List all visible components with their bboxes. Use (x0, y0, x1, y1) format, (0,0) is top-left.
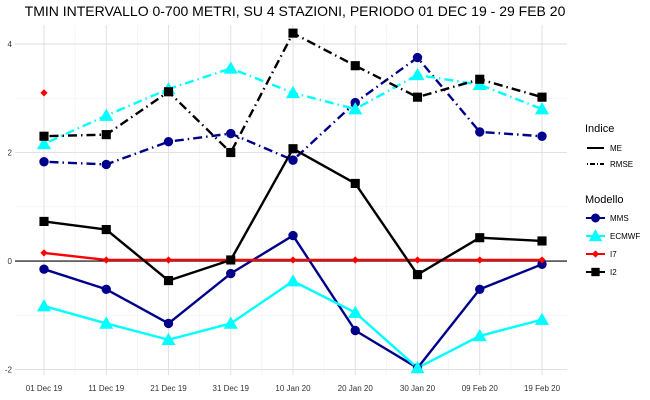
point-ecmwf-me (223, 316, 238, 329)
legend-label-i7: I7 (610, 250, 617, 259)
point-i7-me (40, 249, 48, 257)
x-tick-label: 20 Jan 20 (338, 384, 374, 393)
y-tick-label: 4 (8, 40, 13, 49)
point-mms-rmse (412, 52, 423, 63)
point-i2-me (350, 178, 360, 189)
y-tick-label: 0 (8, 257, 13, 266)
point-ecmwf-rmse (534, 102, 550, 115)
marker-layer (36, 28, 550, 374)
point-i2-rmse (475, 74, 485, 84)
x-tick-label: 30 Jan 20 (400, 384, 436, 393)
x-tick-label: 11 Dec 19 (88, 384, 124, 393)
point-i2-rmse (226, 147, 236, 158)
point-i7-rmse (40, 89, 48, 97)
y-tick-label: 2 (8, 149, 13, 158)
y-tick-labels: -2 0 2 4 (5, 40, 13, 375)
point-i2-rmse (288, 28, 298, 38)
legend-label-mms: MMS (610, 214, 629, 223)
point-ecmwf-rmse (223, 61, 238, 74)
point-mms-rmse (475, 127, 485, 137)
legend-key-marker-ecmwf (588, 229, 603, 242)
point-mms-rmse (101, 159, 111, 170)
legend-label-me: ME (610, 144, 622, 153)
point-i7-me (538, 256, 546, 264)
point-ecmwf-rmse (348, 102, 363, 115)
legend-key-marker-i7 (591, 250, 600, 258)
point-i7-me (476, 256, 484, 264)
chart-title: TMIN INTERVALLO 0-700 METRI, SU 4 STAZIO… (25, 3, 566, 19)
point-i2-me (101, 225, 111, 235)
legend-label-ecmwf: ECMWF (610, 232, 640, 241)
point-i2-rmse (412, 92, 423, 102)
point-mms-me (163, 318, 174, 329)
point-ecmwf-rmse (36, 136, 52, 150)
point-mms-me (39, 264, 49, 274)
point-ecmwf-rmse (99, 108, 114, 121)
point-ecmwf-me (161, 332, 176, 345)
point-ecmwf-me (285, 274, 301, 287)
point-i7-me (102, 256, 110, 264)
point-mms-me (226, 268, 236, 279)
point-i7-me (289, 256, 297, 264)
x-tick-label: 10 Jan 20 (275, 384, 311, 393)
point-ecmwf-me (99, 316, 114, 329)
point-ecmwf-rmse (285, 85, 301, 99)
point-i2-rmse (163, 87, 174, 97)
legend-title-indice: Indice (585, 123, 614, 135)
point-ecmwf-rmse (410, 67, 425, 81)
point-i2-me (412, 270, 423, 280)
point-ecmwf-me (348, 305, 363, 318)
x-tick-label: 31 Dec 19 (213, 384, 250, 393)
point-mms-rmse (39, 157, 49, 167)
legend-key-marker-mms (590, 213, 600, 223)
point-i2-me (163, 276, 174, 286)
y-tick-label: -2 (5, 366, 13, 375)
point-i2-me (475, 233, 485, 243)
legend-label-i2: I2 (610, 268, 617, 277)
point-mms-me (475, 284, 485, 294)
x-tick-label: 19 Feb 20 (524, 384, 561, 393)
point-i2-me (39, 216, 49, 226)
x-tick-label: 21 Dec 19 (150, 384, 187, 393)
point-ecmwf-me (410, 360, 425, 374)
point-i2-me (226, 255, 236, 265)
legend: Indice ME RMSE Modello MMS ECMWF I7 I2 (585, 123, 640, 277)
point-mms-me (350, 325, 360, 336)
point-i2-me (288, 144, 298, 154)
point-mms-rmse (226, 128, 236, 139)
point-mms-rmse (288, 155, 298, 165)
legend-title-modello: Modello (585, 194, 624, 206)
legend-key-marker-i2 (591, 267, 600, 277)
point-i7-me (351, 256, 359, 264)
point-ecmwf-me (472, 328, 487, 342)
point-i2-rmse (537, 92, 547, 102)
x-tick-label: 01 Dec 19 (26, 384, 63, 393)
point-mms-me (101, 284, 111, 294)
point-ecmwf-me (36, 299, 52, 312)
point-mms-rmse (163, 136, 174, 147)
legend-label-rmse: RMSE (610, 160, 633, 169)
point-mms-rmse (537, 131, 547, 141)
point-i2-me (537, 236, 547, 246)
point-i7-me (413, 256, 422, 264)
point-i2-rmse (39, 131, 49, 141)
x-tick-label: 09 Feb 20 (462, 384, 499, 393)
point-ecmwf-me (534, 312, 550, 325)
point-i2-rmse (101, 130, 111, 140)
point-mms-me (288, 230, 298, 241)
point-i2-rmse (350, 61, 360, 71)
point-i7-me (164, 256, 173, 264)
x-tick-labels: 01 Dec 19 11 Dec 19 21 Dec 19 31 Dec 19 10 J… (26, 384, 561, 393)
